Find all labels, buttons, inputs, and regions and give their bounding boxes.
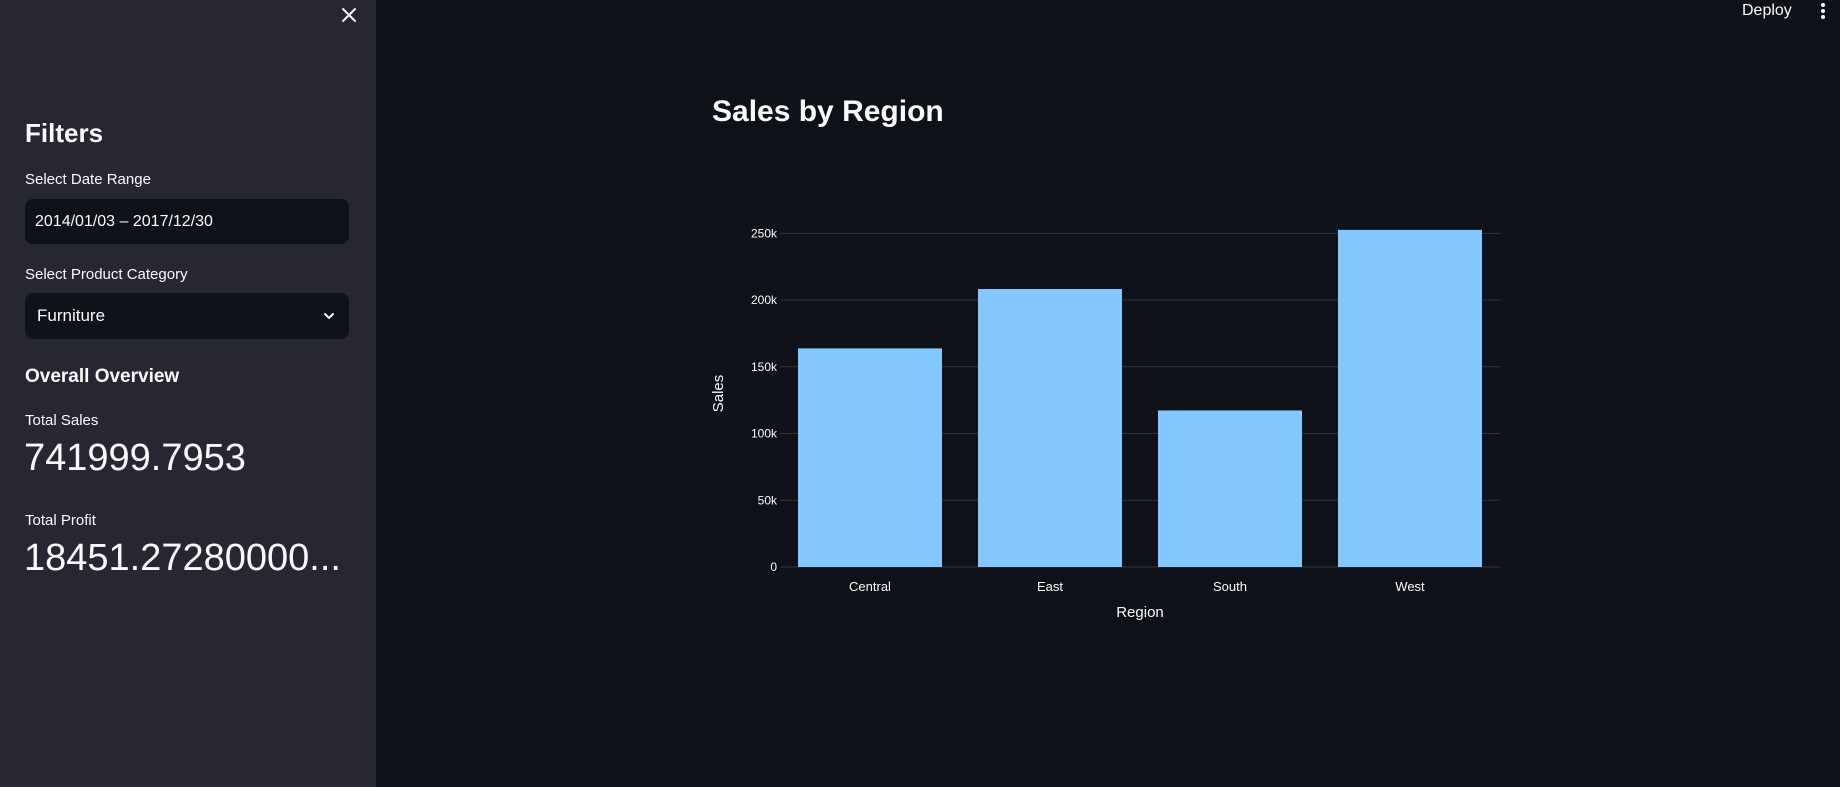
- date-range-value: 2014/01/03 – 2017/12/30: [35, 212, 213, 230]
- date-range-input[interactable]: 2014/01/03 – 2017/12/30: [25, 199, 349, 244]
- y-tick-label: 200k: [751, 293, 778, 307]
- bar-south[interactable]: [1158, 410, 1302, 567]
- x-tick-label: East: [1037, 579, 1063, 594]
- deploy-button[interactable]: Deploy: [1742, 2, 1792, 19]
- sidebar: Filters Select Date Range 2014/01/03 – 2…: [0, 0, 376, 787]
- total-sales-label: Total Sales: [25, 412, 99, 429]
- x-tick-label: West: [1395, 579, 1425, 594]
- page-title: Sales by Region: [712, 95, 944, 128]
- date-range-label: Select Date Range: [25, 171, 151, 188]
- total-sales-value: 741999.7953: [24, 437, 246, 479]
- category-selected-value: Furniture: [37, 306, 106, 325]
- main-menu-button[interactable]: [1812, 0, 1834, 22]
- kebab-menu-icon: [1821, 3, 1825, 19]
- y-tick-label: 150k: [751, 360, 778, 374]
- y-tick-label: 100k: [751, 427, 778, 441]
- overview-heading: Overall Overview: [25, 366, 180, 387]
- chevron-down-icon: [324, 313, 334, 319]
- x-tick-label: Central: [849, 579, 891, 594]
- category-label: Select Product Category: [25, 266, 188, 283]
- x-tick-label: South: [1213, 579, 1247, 594]
- category-select[interactable]: Furniture: [25, 293, 349, 339]
- y-tick-label: 50k: [758, 493, 778, 507]
- total-profit-label: Total Profit: [25, 512, 96, 529]
- close-sidebar-button[interactable]: [336, 2, 362, 28]
- label-layer: 0 50k 100k 150k 200k 250k Central East South West: [751, 226, 1425, 594]
- sales-by-region-chart: 0 50k 100k 150k 200k 250k Central East South West…: [700, 200, 1520, 640]
- close-icon: [342, 8, 356, 22]
- filters-heading: Filters: [25, 118, 104, 148]
- bar-central[interactable]: [798, 348, 942, 567]
- y-tick-label: 250k: [751, 226, 778, 240]
- bar-east[interactable]: [978, 288, 1122, 567]
- total-profit-value: 18451.27280000...: [24, 537, 341, 579]
- y-tick-label: 0: [770, 560, 777, 574]
- bar-west[interactable]: [1338, 229, 1482, 567]
- y-axis-title: Sales: [710, 375, 727, 413]
- x-axis-title: Region: [1116, 604, 1164, 621]
- bar-layer: [798, 229, 1482, 567]
- chart-svg: 0 50k 100k 150k 200k 250k Central East South West…: [710, 226, 1500, 621]
